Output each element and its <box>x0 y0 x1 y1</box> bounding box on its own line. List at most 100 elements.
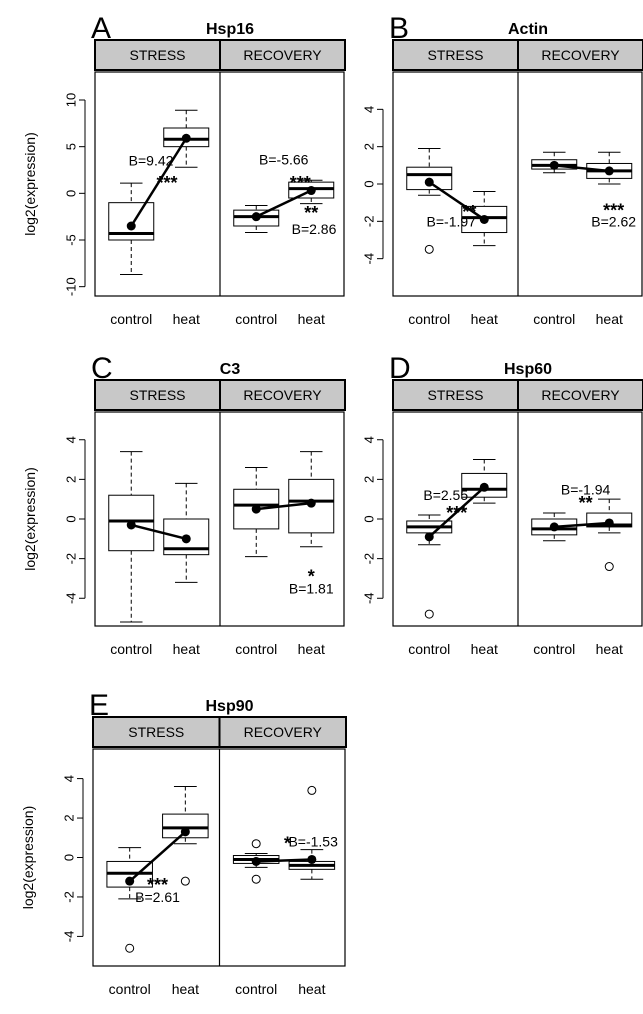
box-recovery-control <box>233 466 280 558</box>
mean-point <box>479 214 489 224</box>
significance-stars: * <box>308 566 315 586</box>
y-tick-label: 4 <box>361 436 376 443</box>
mean-point <box>125 876 135 886</box>
outlier-point <box>251 874 261 884</box>
panel-a: STRESS RECOVERY A Hsp16 -10 -5 0 5 10 log2(expres… <box>22 12 346 327</box>
mean-point <box>549 160 559 170</box>
x-tick-label: heat <box>298 641 325 657</box>
significance-stars: * <box>284 834 291 854</box>
y-tick-label: 4 <box>63 436 78 443</box>
box-stress-control <box>108 182 155 276</box>
mean-trend-line <box>428 486 486 538</box>
x-tick-label: control <box>110 641 152 657</box>
y-tick-label: -5 <box>63 234 78 246</box>
facet-strip-recovery <box>218 716 347 748</box>
panel-title: Hsp90 <box>205 698 253 715</box>
bayes-factor-label: B=-1.94 <box>561 481 611 497</box>
mean-trend-line <box>428 181 485 221</box>
bayes-factor-label: B=9.42 <box>129 153 174 169</box>
facet-label: RECOVERY <box>243 47 322 63</box>
y-tick-label: 0 <box>361 180 376 187</box>
box-recovery-control <box>531 512 578 542</box>
significance-stars: *** <box>290 173 311 193</box>
x-tick-label: control <box>110 311 152 327</box>
mean-trend-line <box>130 523 187 541</box>
x-tick-label: heat <box>471 311 498 327</box>
box-stress-control <box>406 514 453 619</box>
x-tick-label: heat <box>298 311 325 327</box>
box-stress-heat <box>163 482 210 583</box>
mean-point <box>251 856 261 866</box>
mean-point <box>126 520 136 530</box>
y-tick-label: 10 <box>63 93 78 107</box>
x-tick-label: control <box>235 981 277 997</box>
panel-title: Hsp16 <box>206 21 254 38</box>
outlier-point <box>424 244 434 254</box>
y-tick-label: 0 <box>361 515 376 522</box>
y-tick-label: 2 <box>63 476 78 483</box>
mean-trend-line <box>554 164 610 173</box>
x-tick-label: control <box>408 641 450 657</box>
y-axis-title: log2(expression) <box>22 467 38 571</box>
y-axis-title: log2(expression) <box>20 806 36 910</box>
outlier-point <box>424 609 434 619</box>
x-tick-label: heat <box>172 981 199 997</box>
mean-trend-line <box>255 189 312 218</box>
bayes-factor-label: B=2.62 <box>591 213 636 229</box>
panel-b: STRESS RECOVERY B Actin -4 -2 0 2 4 control heat co… <box>361 12 643 327</box>
x-tick-label: heat <box>596 311 623 327</box>
significance-stars: *** <box>156 173 177 193</box>
facet-strip-recovery <box>517 39 643 71</box>
facet-label: STRESS <box>427 387 483 403</box>
bayes-factor-label: B=1.81 <box>289 580 334 596</box>
mean-trend-line <box>256 501 312 511</box>
mean-point <box>604 518 614 528</box>
mean-point <box>549 522 559 532</box>
significance-stars: *** <box>603 200 624 220</box>
facet-label: RECOVERY <box>244 724 323 740</box>
facet-label: RECOVERY <box>243 387 322 403</box>
mean-trend-line <box>256 858 312 863</box>
y-tick-label: -4 <box>361 592 376 604</box>
x-tick-label: heat <box>471 641 498 657</box>
mean-trend-line <box>128 830 187 883</box>
y-tick-label: 5 <box>63 143 78 150</box>
facet-strip-stress <box>94 39 221 71</box>
box-stress-control <box>406 148 453 254</box>
outlier-point <box>180 876 190 886</box>
mean-point <box>180 827 190 837</box>
x-tick-label: control <box>109 981 151 997</box>
bayes-factor-label: B=-1.97 <box>427 213 477 229</box>
facet-strip-recovery <box>517 379 643 411</box>
bayes-factor-label: B=2.55 <box>423 487 468 503</box>
facet-label: STRESS <box>427 47 483 63</box>
y-tick-label: -2 <box>61 891 76 903</box>
x-tick-label: control <box>533 311 575 327</box>
y-tick-label: 0 <box>63 190 78 197</box>
box-recovery-heat <box>586 498 633 572</box>
x-tick-label: control <box>408 311 450 327</box>
panel-letter: A <box>91 12 111 45</box>
mean-point <box>181 133 191 143</box>
y-tick-label: -2 <box>361 553 376 565</box>
panel-c: STRESS RECOVERY C C3 -4 -2 0 2 4 log2(expression)… <box>22 352 346 657</box>
bayes-factor-label: B=2.61 <box>135 889 180 905</box>
significance-stars: ** <box>462 202 476 222</box>
iqr-box <box>162 813 209 839</box>
mean-point <box>604 166 614 176</box>
panel-d: STRESS RECOVERY D Hsp60 -4 -2 0 2 4 control heat co… <box>361 352 643 657</box>
panel-title: Hsp60 <box>504 361 552 378</box>
significance-stars: ** <box>304 203 318 223</box>
facet-label: STRESS <box>128 724 184 740</box>
y-tick-label: 4 <box>61 775 76 782</box>
facet-label: STRESS <box>129 387 185 403</box>
y-tick-label: -4 <box>63 592 78 604</box>
facet-label: STRESS <box>129 47 185 63</box>
significance-stars: ** <box>579 493 593 513</box>
mean-trend-line <box>554 521 610 529</box>
box-stress-heat <box>461 459 508 504</box>
iqr-box <box>233 488 280 530</box>
y-tick-label: 2 <box>361 143 376 150</box>
facet-label: RECOVERY <box>541 47 620 63</box>
panel-title: Actin <box>508 21 548 38</box>
